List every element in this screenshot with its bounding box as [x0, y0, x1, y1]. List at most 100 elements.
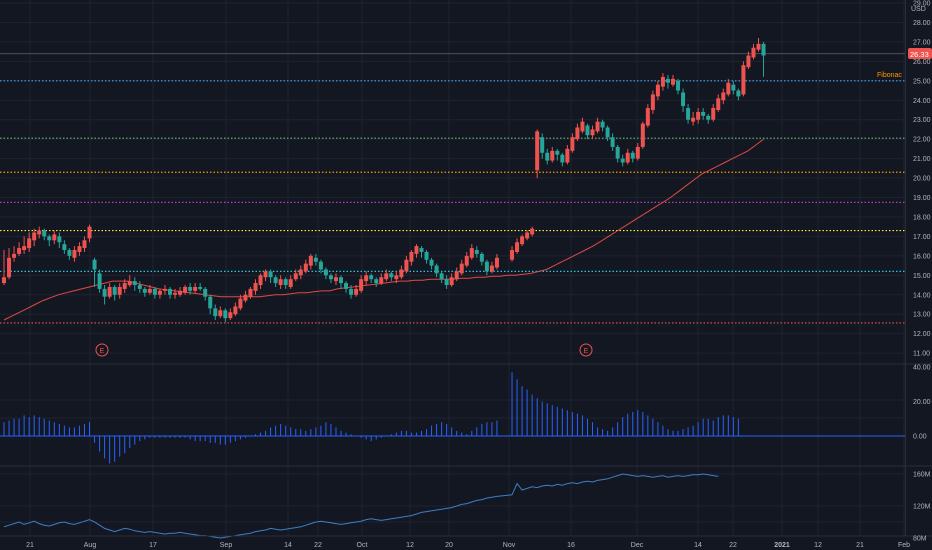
candle[interactable] — [258, 273, 263, 289]
candle[interactable] — [756, 38, 761, 52]
candle[interactable] — [112, 285, 117, 301]
candle[interactable] — [62, 240, 67, 254]
candle[interactable] — [253, 279, 258, 295]
candle[interactable] — [198, 283, 203, 291]
candle[interactable] — [42, 228, 47, 241]
candle[interactable] — [263, 269, 268, 282]
candle[interactable] — [72, 246, 77, 262]
candle[interactable] — [152, 286, 157, 299]
candle[interactable] — [102, 285, 107, 305]
time-axis[interactable]: 21 Aug 17 Sep 14 22 Oct 12 20 Nov 16 Dec 14 22 2021 12 2… — [26, 542, 910, 549]
candle[interactable] — [630, 150, 635, 163]
candle[interactable] — [87, 224, 92, 243]
candle[interactable] — [22, 236, 27, 254]
candle[interactable] — [585, 123, 590, 140]
candle[interactable] — [52, 230, 57, 245]
candle[interactable] — [288, 275, 293, 289]
candle[interactable] — [736, 88, 741, 101]
candle[interactable] — [489, 261, 494, 274]
candle[interactable] — [635, 143, 640, 161]
candle[interactable] — [178, 286, 183, 297]
candle[interactable] — [484, 259, 489, 276]
candle[interactable] — [27, 232, 32, 252]
candle[interactable] — [243, 290, 248, 303]
candle[interactable] — [439, 271, 444, 284]
candle[interactable] — [590, 125, 595, 140]
candle[interactable] — [298, 265, 303, 280]
candle[interactable] — [459, 259, 464, 276]
candle[interactable] — [208, 294, 213, 315]
candle[interactable] — [520, 234, 525, 247]
candle[interactable] — [354, 285, 359, 297]
candle[interactable] — [655, 80, 660, 101]
candle[interactable] — [318, 259, 323, 274]
candle[interactable] — [142, 286, 147, 297]
candle[interactable] — [389, 271, 394, 282]
candle[interactable] — [369, 273, 374, 284]
candle[interactable] — [454, 267, 459, 282]
candle[interactable] — [701, 108, 706, 120]
candle[interactable] — [12, 246, 17, 262]
candle[interactable] — [203, 286, 208, 301]
candle[interactable] — [600, 119, 605, 132]
candle[interactable] — [157, 288, 162, 299]
candle[interactable] — [515, 238, 520, 254]
candle[interactable] — [394, 271, 399, 284]
candle[interactable] — [92, 257, 97, 287]
candle[interactable] — [173, 288, 178, 299]
candle[interactable] — [278, 275, 283, 289]
candle[interactable] — [650, 90, 655, 114]
earnings-marker-1[interactable]: E — [95, 343, 109, 357]
candle[interactable] — [474, 246, 479, 258]
candle[interactable] — [107, 283, 112, 299]
candle[interactable] — [67, 248, 72, 260]
candle[interactable] — [37, 226, 42, 239]
candle[interactable] — [494, 253, 499, 270]
candle[interactable] — [344, 281, 349, 293]
candle[interactable] — [726, 78, 731, 97]
candle[interactable] — [283, 277, 288, 289]
candle[interactable] — [660, 73, 665, 91]
candle[interactable] — [273, 275, 278, 287]
candle[interactable] — [333, 273, 338, 286]
candle[interactable] — [137, 281, 142, 293]
candle[interactable] — [57, 232, 62, 249]
candle[interactable] — [364, 271, 369, 286]
candle[interactable] — [464, 251, 469, 268]
candle[interactable] — [620, 154, 625, 167]
candle[interactable] — [479, 251, 484, 266]
candle[interactable] — [665, 74, 670, 89]
candle[interactable] — [530, 226, 535, 237]
candle[interactable] — [761, 41, 766, 77]
candle[interactable] — [444, 275, 449, 289]
candle[interactable] — [147, 285, 152, 295]
candle[interactable] — [17, 242, 22, 256]
candle[interactable] — [525, 230, 530, 241]
candle[interactable] — [308, 253, 313, 270]
volume-line-series[interactable] — [3, 473, 719, 539]
candle[interactable] — [510, 246, 515, 262]
candle[interactable] — [424, 250, 429, 264]
indicator-histogram[interactable] — [0, 372, 905, 464]
candle[interactable] — [82, 236, 87, 252]
candle[interactable] — [193, 283, 198, 293]
candle[interactable] — [610, 133, 615, 151]
candle[interactable] — [670, 74, 675, 87]
candle[interactable] — [167, 286, 172, 299]
candle[interactable] — [7, 248, 12, 280]
fibonacci-levels[interactable] — [0, 80, 905, 324]
candle[interactable] — [429, 257, 434, 270]
candle[interactable] — [223, 308, 228, 322]
candle[interactable] — [2, 250, 6, 286]
candle[interactable] — [379, 273, 384, 286]
price-axis[interactable]: USD 29.00 28.00 27.00 26.00 25.00 24.00 23.00 2… — [911, 1, 931, 358]
volume-axis[interactable]: 160M 120M 80M — [913, 472, 931, 543]
candle[interactable] — [303, 259, 308, 274]
candle[interactable] — [746, 51, 751, 70]
candle[interactable] — [575, 123, 580, 142]
indicator-axis[interactable]: 40.00 20.00 0.00 — [913, 365, 931, 441]
candle[interactable] — [595, 117, 600, 134]
candle[interactable] — [731, 80, 736, 95]
candle[interactable] — [555, 148, 560, 161]
candle[interactable] — [434, 263, 439, 278]
